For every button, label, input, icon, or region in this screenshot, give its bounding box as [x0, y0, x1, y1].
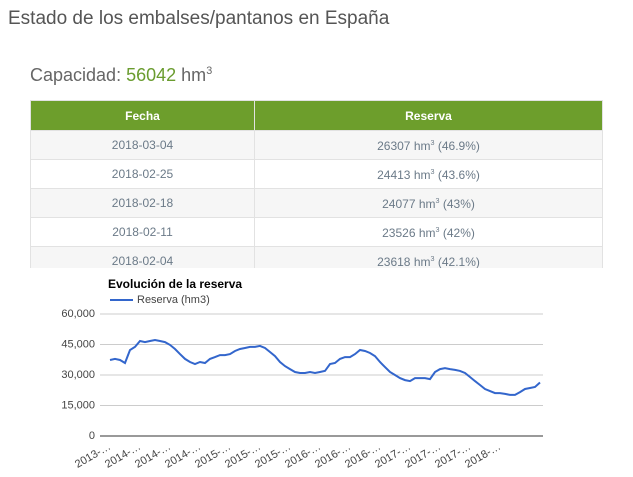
- reserve-table: Fecha Reserva 2018-03-04 26307 hm3 (46.9%)…: [30, 100, 603, 276]
- reserve-share: (43.6%): [437, 167, 480, 182]
- reserve-unit: hm: [413, 167, 431, 182]
- reserve-exp: 3: [430, 253, 435, 263]
- y-tick-label: 60,000: [61, 308, 95, 320]
- date-cell: 2018-03-04: [30, 130, 255, 160]
- reserve-unit: hm: [413, 138, 431, 153]
- table-row: 2018-03-04 26307 hm3 (46.9%): [30, 130, 603, 160]
- reserve-exp: 3: [435, 224, 440, 234]
- capacity-value: 56042: [126, 65, 177, 85]
- capacity-unit: hm: [181, 65, 207, 85]
- reserve-unit: hm: [418, 196, 436, 211]
- date-cell: 2018-02-18: [30, 188, 255, 218]
- reserve-amount: 24077: [382, 196, 416, 211]
- reserve-unit: hm: [413, 254, 431, 269]
- column-header: Fecha: [30, 100, 255, 131]
- legend-label: Reserva (hm3): [137, 294, 210, 306]
- table-row: 2018-02-11 23526 hm3 (42%): [30, 217, 603, 247]
- reserve-exp: 3: [435, 195, 440, 205]
- reserve-share: (43%): [442, 196, 475, 211]
- reserve-cell: 26307 hm3 (46.9%): [254, 130, 603, 160]
- header-row: Fecha Reserva: [30, 100, 603, 131]
- line-series: [109, 338, 541, 396]
- reserve-unit: hm: [418, 225, 436, 240]
- column-header: Reserva: [254, 100, 603, 131]
- page-title: Estado de los embalses/pantanos en Españ…: [8, 8, 390, 29]
- reserve-cell: 24077 hm3 (43%): [254, 188, 603, 218]
- chart: Evolución de la reserva 0 15,000 30,000 45,…: [30, 268, 603, 477]
- y-tick-label: 30,000: [61, 369, 95, 381]
- reserve-amount: 23618: [377, 254, 411, 269]
- y-tick-label: 15,000: [61, 399, 95, 411]
- chart-title: Evolución de la reserva: [108, 277, 242, 291]
- reserve-exp: 3: [430, 137, 435, 147]
- reserve-share: (42%): [442, 225, 475, 240]
- reserve-cell: 23526 hm3 (42%): [254, 217, 603, 247]
- capacity-exp: 3: [206, 65, 213, 77]
- table-row: 2018-02-18 24077 hm3 (43%): [30, 188, 603, 218]
- reserve-amount: 23526: [382, 225, 416, 240]
- y-tick-label: 0: [89, 430, 95, 442]
- reserve-exp: 3: [430, 166, 435, 176]
- y-tick-label: 45,000: [61, 338, 95, 350]
- table-body: 2018-03-04 26307 hm3 (46.9%) 2018-02-25 244…: [30, 130, 603, 276]
- capacity: Capacidad: 56042 hm3: [30, 65, 212, 86]
- reserve-share: (46.9%): [437, 138, 480, 153]
- capacity-label: Capacidad:: [30, 65, 122, 85]
- reserve-cell: 24413 hm3 (43.6%): [254, 159, 603, 189]
- reserve-share: (42.1%): [437, 254, 480, 269]
- date-cell: 2018-02-11: [30, 217, 255, 247]
- reserve-amount: 26307: [377, 138, 411, 153]
- date-cell: 2018-02-25: [30, 159, 255, 189]
- reserve-amount: 24413: [377, 167, 411, 182]
- table-row: 2018-02-25 24413 hm3 (43.6%): [30, 159, 603, 189]
